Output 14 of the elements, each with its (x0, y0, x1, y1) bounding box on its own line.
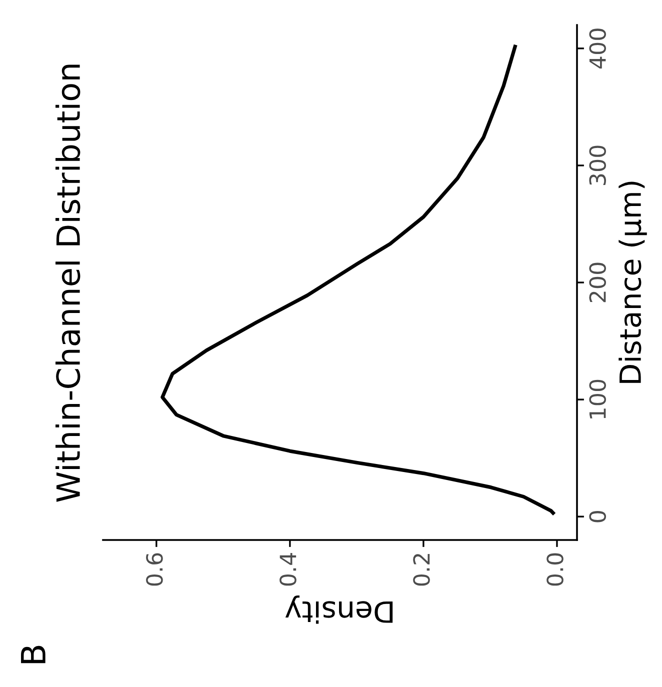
y-tick-label: 100 (589, 380, 606, 418)
line-series (160, 43, 556, 516)
y-tick-label: 0 (589, 510, 606, 522)
x-tick-label: 0.4 (280, 553, 296, 586)
y-axis-title: Distance (µm) (618, 182, 647, 383)
y-tick-label: 200 (589, 262, 606, 302)
x-tick-label: 0.2 (413, 554, 430, 586)
x-tick-label: 0.0 (546, 553, 564, 586)
y-tick-label: 300 (589, 146, 606, 185)
x-axis-title: Density (285, 595, 393, 624)
y-tick-label: 400 (589, 28, 606, 69)
text: B (21, 646, 46, 664)
text: Within-Channel Distribution (55, 64, 80, 502)
x-tick-label: 0.6 (146, 553, 163, 586)
